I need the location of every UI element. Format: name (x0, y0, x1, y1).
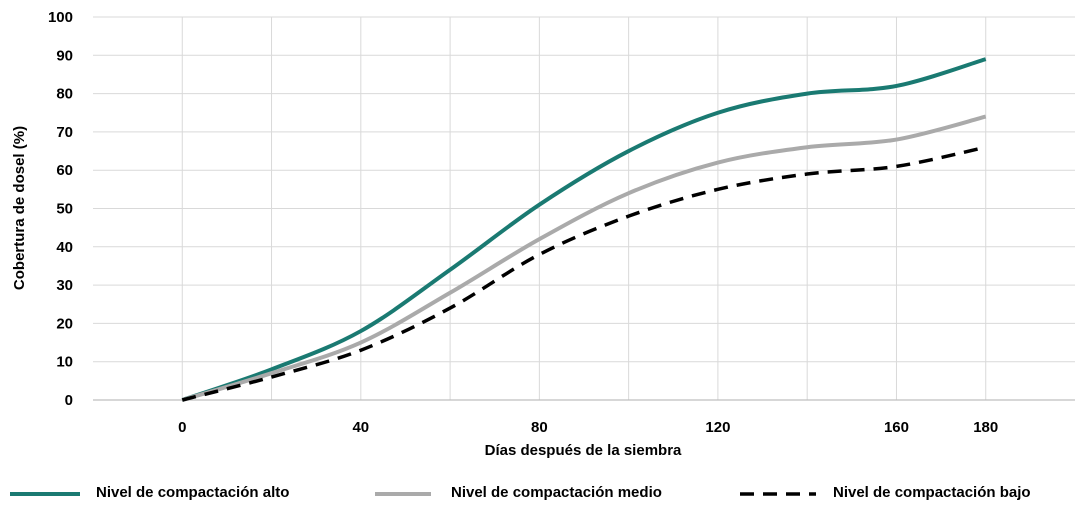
x-tick-label: 0 (178, 419, 186, 436)
y-tick-label: 100 (48, 9, 73, 26)
x-axis-label: Días después de la siembra (485, 442, 682, 459)
y-tick-label: 70 (56, 124, 73, 141)
legend-item-bajo: Nivel de compactación bajo (740, 484, 1031, 501)
x-tick-label: 40 (352, 419, 369, 436)
legend-item-alto: Nivel de compactación alto (10, 484, 289, 501)
x-tick-label: 80 (531, 419, 548, 436)
y-tick-label: 30 (56, 277, 73, 294)
legend-label: Nivel de compactación alto (96, 484, 289, 501)
legend-item-medio: Nivel de compactación medio (375, 484, 662, 501)
y-axis-label: Cobertura de dosel (%) (11, 126, 28, 290)
series-line-alto (181, 57, 987, 402)
y-tick-label: 90 (56, 47, 73, 64)
y-tick-label: 50 (56, 201, 73, 218)
series-line-medio (181, 114, 987, 402)
y-tick-label: 0 (65, 392, 73, 409)
x-tick-label: 160 (884, 419, 909, 436)
x-tick-label: 120 (705, 419, 730, 436)
y-tick-label: 60 (56, 162, 73, 179)
tick-labels: 0 10 20 30 40 50 60 70 80 90 100 0 40 80 120 160 180 (48, 9, 998, 436)
y-tick-label: 10 (56, 354, 73, 371)
y-tick-label: 20 (56, 315, 73, 332)
series-lines (181, 57, 987, 402)
legend-label: Nivel de compactación bajo (833, 484, 1031, 501)
x-tick-label: 180 (973, 419, 998, 436)
grid (93, 16, 1075, 400)
series-line-bajo (181, 145, 987, 402)
legend: Nivel de compactación alto Nivel de compa… (10, 484, 1031, 501)
legend-label: Nivel de compactación medio (451, 484, 662, 501)
y-tick-label: 80 (56, 86, 73, 103)
y-tick-label: 40 (56, 239, 73, 256)
